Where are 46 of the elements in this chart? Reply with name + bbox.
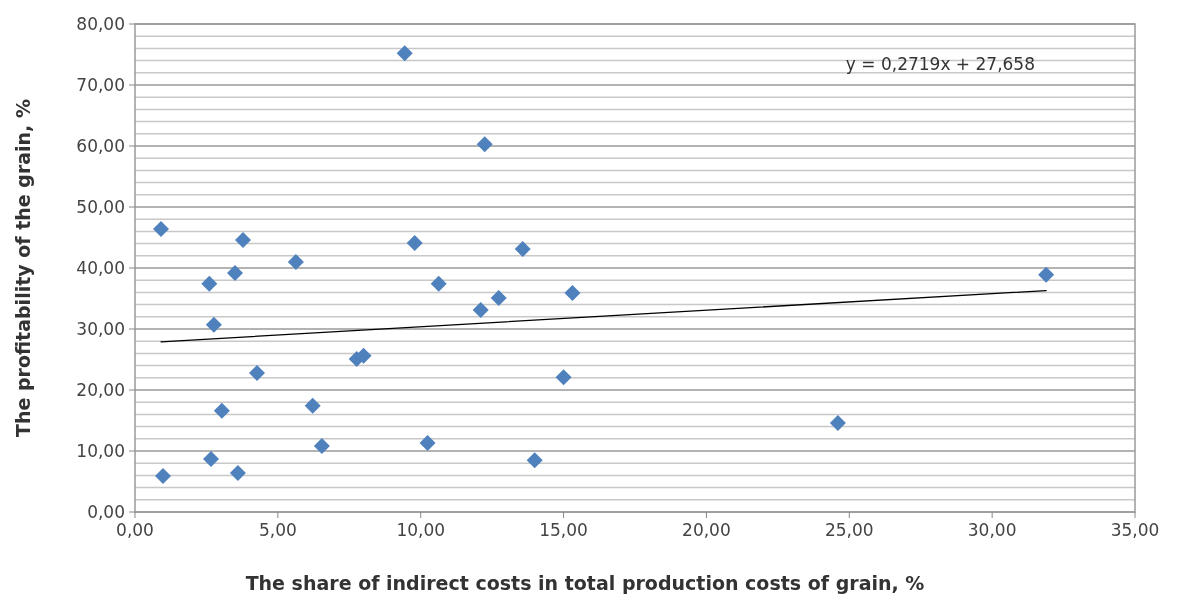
point: [203, 450, 219, 467]
point: [472, 302, 489, 319]
x-tick-label: 25,00: [824, 520, 874, 540]
y-tick-label: 30,00: [76, 318, 125, 339]
x-tick-label: 35,00: [1110, 520, 1160, 540]
point: [229, 464, 246, 481]
x-tick-label: 10,00: [396, 520, 446, 540]
point: [564, 285, 581, 302]
point: [419, 435, 436, 452]
point: [313, 438, 330, 455]
y-tick-label: 80,00: [76, 13, 125, 34]
y-tick-label: 20,00: [76, 379, 125, 400]
x-tick-label: 5,00: [258, 520, 297, 540]
x-tick-label: 15,00: [539, 520, 588, 540]
y-tick-label: 10,00: [76, 440, 125, 461]
x-tick-label: 30,00: [967, 520, 1017, 540]
point: [555, 369, 572, 386]
point: [235, 231, 251, 248]
point: [249, 364, 265, 381]
point: [227, 264, 243, 281]
point: [1038, 266, 1055, 283]
y-axis-title: The profitability of the grain, %: [12, 99, 34, 437]
y-tick-label: 0,00: [87, 501, 125, 522]
point: [201, 275, 218, 292]
point: [396, 45, 413, 62]
point: [514, 241, 531, 258]
point: [829, 414, 846, 431]
y-tick-label: 60,00: [76, 135, 125, 156]
point: [406, 234, 423, 251]
point: [430, 275, 447, 292]
y-tick-label: 40,00: [76, 257, 125, 278]
point: [213, 402, 230, 419]
point: [304, 397, 321, 414]
point: [490, 289, 507, 306]
y-tick-label: 50,00: [76, 196, 125, 217]
point: [287, 253, 304, 270]
annotation: y = 0,2719x + 27,658: [845, 54, 1035, 74]
point: [526, 452, 543, 469]
y-tick-label: 70,00: [76, 74, 125, 95]
x-axis-title: The share of indirect costs in total production costs of grain, %: [245, 572, 925, 594]
point: [205, 316, 222, 333]
point: [153, 220, 169, 237]
point: [476, 136, 493, 153]
x-tick-label: 0,00: [116, 520, 154, 540]
x-tick-label: 20,00: [682, 520, 731, 540]
point: [155, 468, 171, 485]
